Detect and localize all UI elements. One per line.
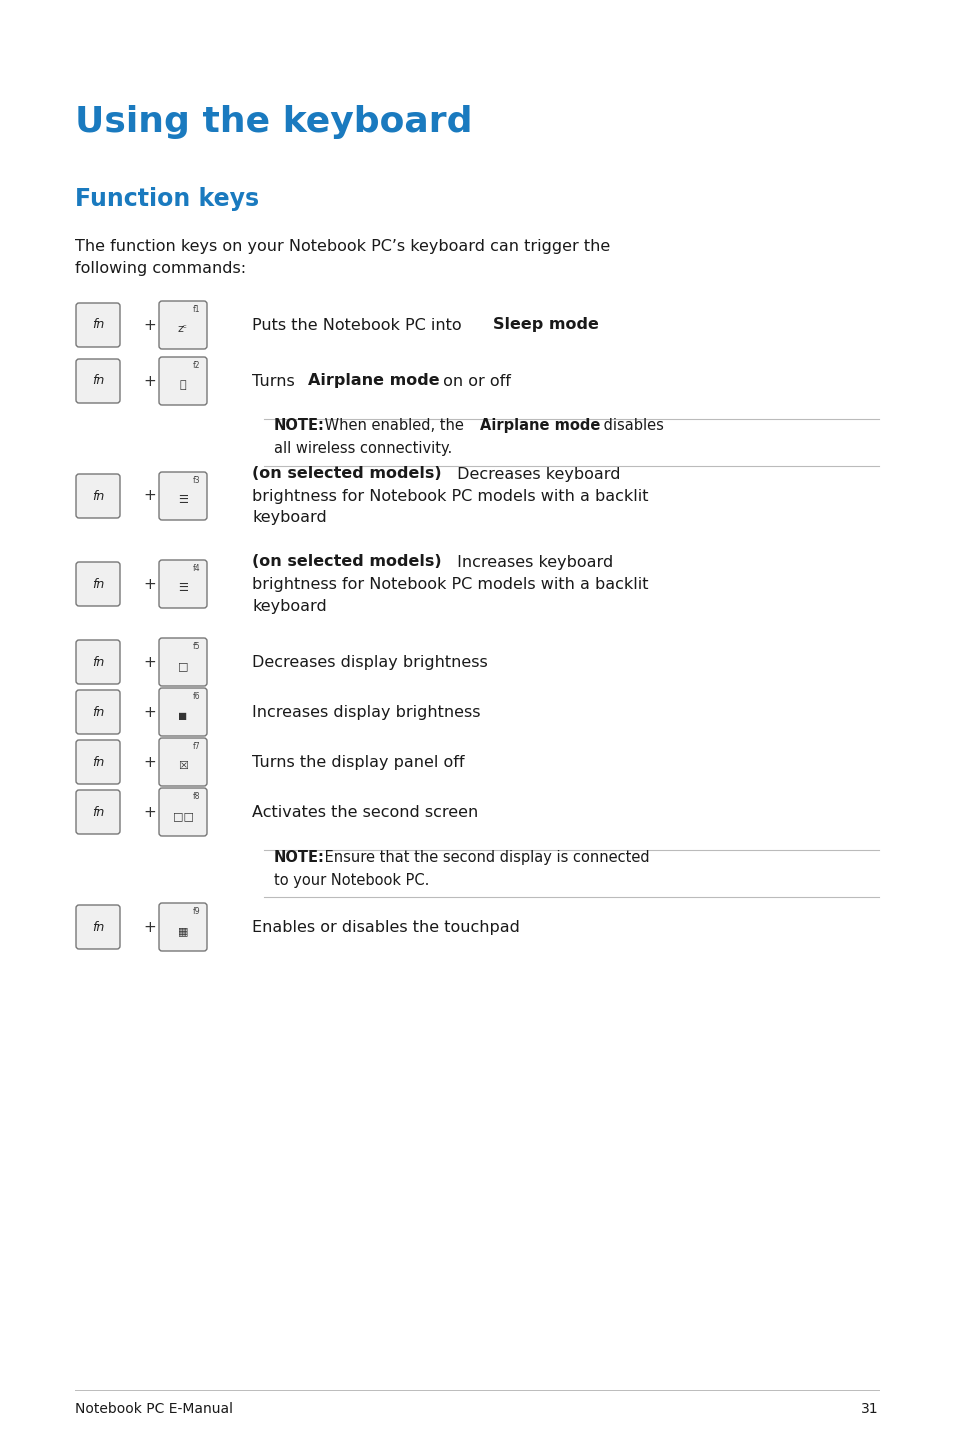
Text: ⦿: ⦿ bbox=[179, 380, 186, 390]
Text: Turns: Turns bbox=[252, 374, 299, 388]
Text: +: + bbox=[144, 489, 156, 503]
FancyBboxPatch shape bbox=[76, 360, 120, 403]
Text: f6: f6 bbox=[193, 692, 200, 700]
Text: +: + bbox=[144, 755, 156, 769]
Text: brightness for Notebook PC models with a backlit: brightness for Notebook PC models with a… bbox=[252, 577, 648, 591]
Text: Function keys: Function keys bbox=[75, 187, 259, 211]
Text: Airplane mode: Airplane mode bbox=[480, 418, 600, 433]
Text: fn: fn bbox=[91, 489, 104, 502]
FancyBboxPatch shape bbox=[76, 562, 120, 605]
FancyBboxPatch shape bbox=[159, 301, 207, 349]
FancyBboxPatch shape bbox=[76, 905, 120, 949]
FancyBboxPatch shape bbox=[76, 303, 120, 347]
Text: NOTE:: NOTE: bbox=[274, 418, 325, 433]
Text: ☒: ☒ bbox=[178, 761, 188, 771]
Text: Turns the display panel off: Turns the display panel off bbox=[252, 755, 464, 769]
Text: Airplane mode: Airplane mode bbox=[307, 374, 438, 388]
FancyBboxPatch shape bbox=[159, 638, 207, 686]
Text: Decreases keyboard: Decreases keyboard bbox=[452, 466, 620, 482]
Text: following commands:: following commands: bbox=[75, 262, 246, 276]
Text: Decreases display brightness: Decreases display brightness bbox=[252, 654, 487, 670]
Text: f4: f4 bbox=[193, 564, 200, 572]
FancyBboxPatch shape bbox=[159, 738, 207, 787]
Text: Using the keyboard: Using the keyboard bbox=[75, 105, 472, 139]
Text: f7: f7 bbox=[193, 742, 200, 751]
Text: ◼: ◼ bbox=[178, 710, 188, 720]
Text: Puts the Notebook PC into: Puts the Notebook PC into bbox=[252, 318, 466, 332]
Text: fn: fn bbox=[91, 656, 104, 669]
Text: fn: fn bbox=[91, 318, 104, 332]
FancyBboxPatch shape bbox=[159, 559, 207, 608]
Text: keyboard: keyboard bbox=[252, 510, 327, 525]
Text: The function keys on your Notebook PC’s keyboard can trigger the: The function keys on your Notebook PC’s … bbox=[75, 239, 610, 255]
FancyBboxPatch shape bbox=[76, 789, 120, 834]
Text: brightness for Notebook PC models with a backlit: brightness for Notebook PC models with a… bbox=[252, 489, 648, 503]
Text: NOTE:: NOTE: bbox=[274, 850, 325, 864]
Text: □: □ bbox=[177, 661, 188, 672]
Text: fn: fn bbox=[91, 578, 104, 591]
Text: +: + bbox=[144, 654, 156, 670]
Text: f2: f2 bbox=[193, 361, 200, 370]
FancyBboxPatch shape bbox=[159, 788, 207, 835]
FancyBboxPatch shape bbox=[159, 903, 207, 951]
Text: all wireless connectivity.: all wireless connectivity. bbox=[274, 441, 452, 456]
Text: ☰: ☰ bbox=[178, 495, 188, 505]
Text: f1: f1 bbox=[193, 305, 200, 313]
Text: +: + bbox=[144, 804, 156, 820]
Text: fn: fn bbox=[91, 374, 104, 387]
Text: fn: fn bbox=[91, 805, 104, 818]
Text: on or off: on or off bbox=[437, 374, 510, 388]
Text: Enables or disables the touchpad: Enables or disables the touchpad bbox=[252, 919, 519, 935]
Text: fn: fn bbox=[91, 755, 104, 768]
Text: f8: f8 bbox=[193, 792, 200, 801]
Text: □□: □□ bbox=[172, 811, 193, 821]
FancyBboxPatch shape bbox=[159, 357, 207, 406]
FancyBboxPatch shape bbox=[159, 472, 207, 521]
Text: f9: f9 bbox=[193, 907, 200, 916]
Text: +: + bbox=[144, 705, 156, 719]
Text: ☰: ☰ bbox=[178, 582, 188, 592]
Text: f5: f5 bbox=[193, 641, 200, 651]
Text: (on selected models): (on selected models) bbox=[252, 466, 441, 482]
Text: Sleep mode: Sleep mode bbox=[493, 318, 598, 332]
Text: Increases keyboard: Increases keyboard bbox=[452, 555, 613, 569]
Text: +: + bbox=[144, 577, 156, 591]
Text: keyboard: keyboard bbox=[252, 598, 327, 614]
Text: f3: f3 bbox=[193, 476, 200, 485]
FancyBboxPatch shape bbox=[76, 640, 120, 684]
Text: fn: fn bbox=[91, 706, 104, 719]
Text: +: + bbox=[144, 374, 156, 388]
Text: Increases display brightness: Increases display brightness bbox=[252, 705, 480, 719]
Text: Ensure that the second display is connected: Ensure that the second display is connec… bbox=[319, 850, 649, 864]
Text: When enabled, the: When enabled, the bbox=[319, 418, 468, 433]
Text: Activates the second screen: Activates the second screen bbox=[252, 804, 477, 820]
FancyBboxPatch shape bbox=[76, 690, 120, 733]
Text: 31: 31 bbox=[861, 1402, 878, 1416]
Text: Notebook PC E-Manual: Notebook PC E-Manual bbox=[75, 1402, 233, 1416]
Text: fn: fn bbox=[91, 920, 104, 933]
FancyBboxPatch shape bbox=[159, 687, 207, 736]
FancyBboxPatch shape bbox=[76, 741, 120, 784]
Text: (on selected models): (on selected models) bbox=[252, 555, 441, 569]
Text: disables: disables bbox=[598, 418, 663, 433]
FancyBboxPatch shape bbox=[76, 475, 120, 518]
Text: +: + bbox=[144, 919, 156, 935]
Text: to your Notebook PC.: to your Notebook PC. bbox=[274, 873, 429, 887]
Text: +: + bbox=[144, 318, 156, 332]
Text: ▦: ▦ bbox=[177, 926, 188, 936]
Text: zᶜ: zᶜ bbox=[178, 324, 188, 334]
